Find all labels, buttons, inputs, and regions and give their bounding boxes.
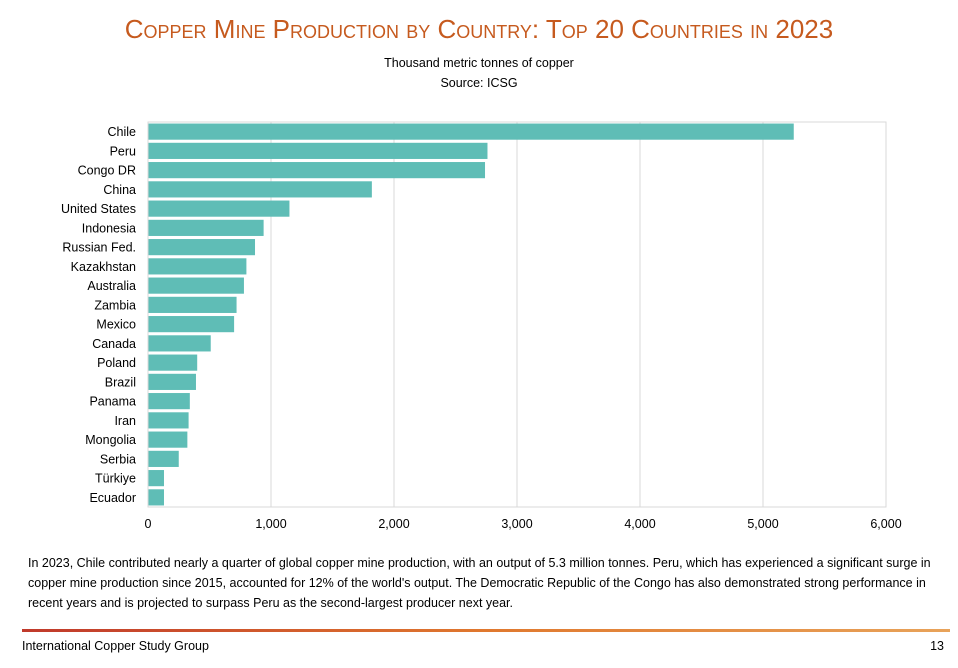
bar-congo-dr <box>148 162 486 179</box>
category-label: Zambia <box>94 298 136 312</box>
bar-australia <box>148 277 244 294</box>
category-label: Poland <box>97 356 136 370</box>
x-tick-label: 2,000 <box>378 517 409 531</box>
x-tick-label: 5,000 <box>747 517 778 531</box>
footer-organization: International Copper Study Group <box>22 639 209 653</box>
category-label: Chile <box>108 125 137 139</box>
bar-mongolia <box>148 431 188 448</box>
bar-serbia <box>148 450 179 467</box>
chart-subtitle-unit: Thousand metric tonnes of copper <box>384 56 574 70</box>
category-label: Indonesia <box>82 221 136 235</box>
bar-brazil <box>148 373 196 390</box>
category-label: Serbia <box>100 452 136 466</box>
category-label: Panama <box>89 395 136 409</box>
bar-panama <box>148 393 190 410</box>
bar-kazakhstan <box>148 258 247 275</box>
bar-ecuador <box>148 489 164 506</box>
bar-russian-fed <box>148 239 256 256</box>
chart-title: Copper Mine Production by Country: Top 2… <box>124 14 834 44</box>
category-label: Peru <box>110 144 136 158</box>
x-tick-label: 0 <box>145 517 152 531</box>
footer-divider <box>22 629 950 632</box>
category-label: China <box>103 183 136 197</box>
x-tick-labels: 0 1,000 2,000 3,000 4,000 5,000 6,000 <box>145 517 902 531</box>
x-tick-label: 3,000 <box>501 517 532 531</box>
category-label: Türkiye <box>95 472 136 486</box>
category-label: Russian Fed. <box>62 241 136 255</box>
bar-zambia <box>148 296 237 313</box>
category-label: United States <box>61 202 136 216</box>
bar-poland <box>148 354 198 371</box>
bars <box>148 123 794 506</box>
description-paragraph: In 2023, Chile contributed nearly a quar… <box>28 556 931 610</box>
category-label: Iran <box>114 414 136 428</box>
category-label: Mexico <box>96 318 136 332</box>
category-label: Kazakhstan <box>71 260 136 274</box>
x-tick-label: 4,000 <box>624 517 655 531</box>
bar-canada <box>148 335 211 352</box>
category-label: Congo DR <box>78 164 136 178</box>
page-number: 13 <box>930 639 944 653</box>
bar-mexico <box>148 316 235 333</box>
chart-subtitle-source: Source: ICSG <box>440 76 518 90</box>
x-tick-label: 6,000 <box>870 517 901 531</box>
bar-iran <box>148 412 189 429</box>
category-label: Australia <box>87 279 136 293</box>
bar-peru <box>148 142 488 159</box>
category-label: Ecuador <box>89 491 136 505</box>
bar-united-states <box>148 200 290 217</box>
category-label: Brazil <box>105 375 136 389</box>
plot-area-border <box>147 121 887 508</box>
bar-chart: Chile Peru Congo DR China United States Indon… <box>61 121 902 531</box>
category-label: Canada <box>92 337 136 351</box>
x-tick-label: 1,000 <box>255 517 286 531</box>
bar-t-rkiye <box>148 470 164 487</box>
bar-china <box>148 181 372 198</box>
grid-lines <box>147 122 887 507</box>
category-label: Mongolia <box>85 433 136 447</box>
bar-chile <box>148 123 794 140</box>
category-labels: Chile Peru Congo DR China United States Indon… <box>61 125 136 505</box>
bar-indonesia <box>148 219 264 236</box>
